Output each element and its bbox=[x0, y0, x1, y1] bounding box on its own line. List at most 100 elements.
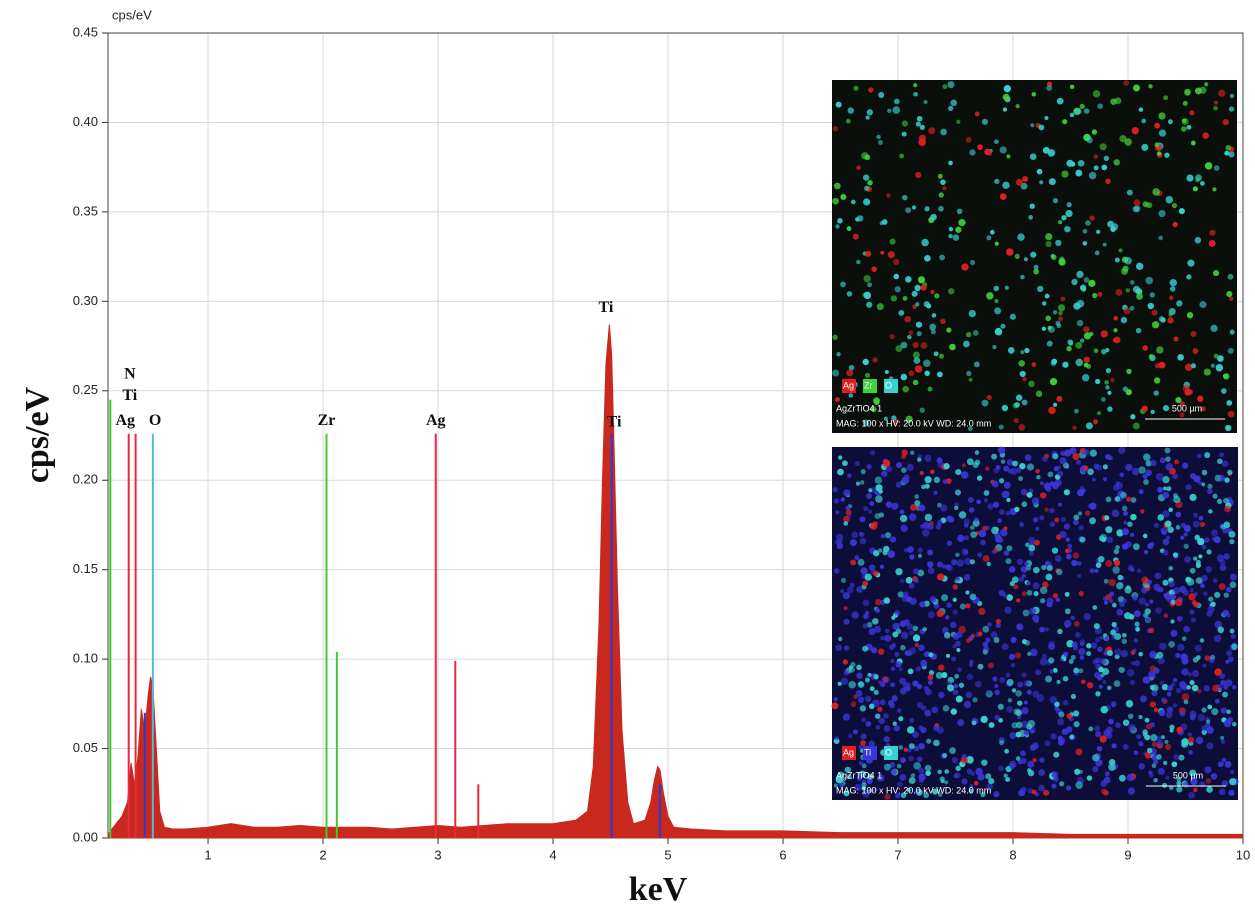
map-dot bbox=[1044, 507, 1049, 512]
map-dot bbox=[861, 782, 867, 788]
map-dot bbox=[950, 99, 958, 107]
map-dot bbox=[1154, 142, 1160, 148]
map-dot bbox=[1085, 422, 1093, 430]
map-dot bbox=[1103, 477, 1108, 482]
map-dot bbox=[874, 476, 883, 484]
map-dot bbox=[915, 666, 921, 672]
map-dot bbox=[1193, 512, 1199, 518]
map-dot bbox=[1042, 301, 1047, 306]
map-dot bbox=[1178, 754, 1185, 761]
map-dot bbox=[1231, 684, 1237, 690]
map-dot bbox=[1149, 650, 1157, 659]
map-dot bbox=[927, 674, 934, 681]
map-dot bbox=[1113, 559, 1121, 567]
map-dot bbox=[1095, 731, 1102, 738]
map-dot bbox=[1125, 463, 1133, 472]
map-dot bbox=[1029, 153, 1037, 161]
map-dot bbox=[863, 275, 871, 283]
map-dot bbox=[1201, 574, 1208, 582]
map-dot bbox=[891, 502, 899, 510]
map-dot bbox=[1126, 669, 1135, 677]
map-dot bbox=[993, 285, 1000, 292]
map-dot bbox=[853, 85, 859, 91]
map-dot bbox=[1089, 449, 1097, 457]
map-dot bbox=[1200, 406, 1206, 412]
map-dot bbox=[1219, 452, 1225, 458]
map-dot bbox=[957, 667, 962, 672]
map-dot bbox=[917, 553, 922, 558]
map-dot bbox=[1023, 679, 1031, 687]
map-dot bbox=[1057, 502, 1063, 507]
map-dot bbox=[846, 291, 853, 297]
map-dot bbox=[1229, 538, 1235, 545]
map-dot bbox=[968, 507, 975, 513]
map-dot bbox=[1213, 634, 1222, 643]
map-dot bbox=[1045, 675, 1053, 683]
map-dot bbox=[936, 561, 943, 568]
map-dot bbox=[1169, 286, 1176, 292]
map-dot bbox=[1035, 390, 1043, 398]
map-dot bbox=[1183, 543, 1189, 549]
peak-label: Ag bbox=[426, 412, 446, 429]
map-dot bbox=[1175, 397, 1182, 404]
map-dot bbox=[1020, 350, 1025, 355]
map-dot bbox=[1111, 223, 1119, 231]
map-dot bbox=[923, 359, 931, 368]
map-dot bbox=[909, 597, 917, 605]
map-dot bbox=[883, 597, 891, 604]
map-dot bbox=[1169, 785, 1174, 790]
map-dot bbox=[1204, 162, 1213, 170]
map-dot bbox=[936, 726, 944, 734]
map-dot bbox=[1028, 488, 1034, 493]
map-dot bbox=[908, 743, 915, 750]
map-dot bbox=[1033, 591, 1039, 597]
map-dot bbox=[846, 118, 851, 124]
map-dot bbox=[846, 226, 852, 232]
map-dot bbox=[947, 516, 955, 523]
map-dot bbox=[1057, 718, 1065, 726]
map-dot bbox=[1041, 581, 1049, 589]
map-dot bbox=[1048, 657, 1055, 664]
map-dot bbox=[1000, 323, 1006, 329]
map-dot bbox=[1142, 345, 1148, 351]
map-dot bbox=[977, 663, 984, 670]
map-dot bbox=[976, 499, 982, 505]
map-dot bbox=[1041, 326, 1047, 331]
map-dot bbox=[1210, 654, 1216, 660]
map-dot bbox=[1075, 358, 1084, 367]
map-dot bbox=[928, 652, 934, 658]
map-dot bbox=[918, 773, 926, 781]
map-dot bbox=[1160, 735, 1165, 740]
map-dot bbox=[1038, 784, 1045, 792]
map-dot bbox=[1053, 751, 1060, 758]
map-dot bbox=[1148, 84, 1153, 89]
map-dot bbox=[852, 729, 858, 735]
map-dot bbox=[884, 532, 892, 539]
map-dot bbox=[911, 205, 917, 210]
map-dot bbox=[1113, 159, 1120, 166]
map-dot bbox=[1130, 280, 1135, 285]
map-dot bbox=[1162, 486, 1168, 491]
map-dot bbox=[927, 386, 933, 392]
map-dot bbox=[1197, 537, 1205, 546]
map-dot bbox=[1183, 699, 1189, 705]
map-dot bbox=[1035, 526, 1040, 531]
map-dot bbox=[840, 193, 847, 201]
map-dot bbox=[948, 226, 954, 232]
map-dot bbox=[968, 309, 976, 318]
map-dot bbox=[963, 340, 970, 348]
map-dot bbox=[1054, 517, 1060, 523]
map-dot bbox=[1172, 677, 1178, 683]
map-dot bbox=[1108, 578, 1116, 587]
map-dot bbox=[948, 105, 954, 112]
map-dot bbox=[951, 559, 958, 566]
map-dot bbox=[994, 689, 1001, 696]
map-scale: 500 µm bbox=[1172, 403, 1202, 413]
map-dot bbox=[893, 98, 900, 105]
map-dot bbox=[966, 370, 972, 377]
map-dot bbox=[937, 502, 942, 508]
map-dot bbox=[933, 351, 939, 357]
map-dot bbox=[1132, 648, 1137, 653]
map-dot bbox=[862, 580, 869, 587]
map-dot bbox=[998, 424, 1004, 430]
